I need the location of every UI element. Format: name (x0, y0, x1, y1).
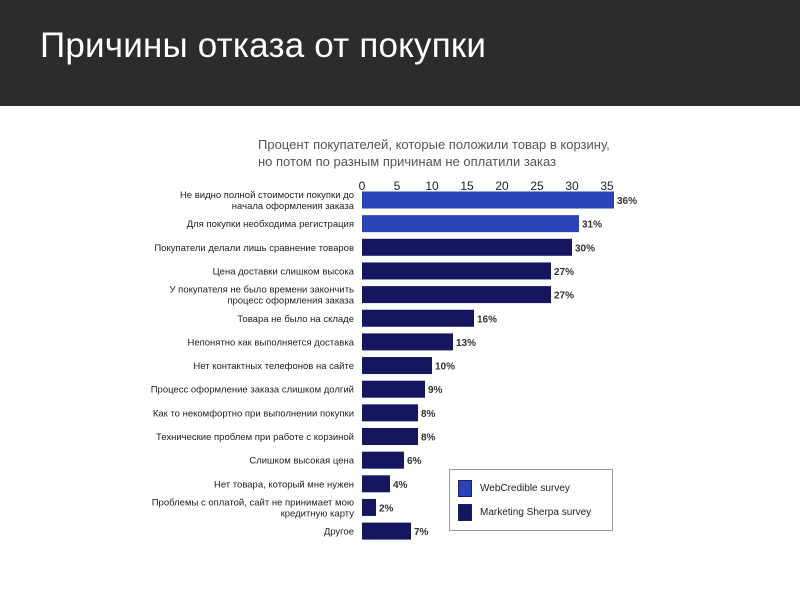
bar-value-label: 13% (456, 338, 476, 349)
category-label: Как то некомфортно при выполнении покупк… (153, 408, 354, 419)
legend-label-webcredible: WebCredible survey (480, 483, 570, 494)
category-label: Слишком высокая цена (249, 456, 354, 467)
bar (362, 404, 418, 422)
bar-value-label: 8% (421, 433, 436, 444)
category-label: кредитную карту (281, 508, 355, 519)
category-label: Другое (324, 527, 354, 538)
x-tick-label: 25 (530, 179, 544, 193)
x-tick-label: 35 (600, 179, 614, 193)
x-tick-label: 20 (495, 179, 509, 193)
bar (362, 498, 376, 516)
bar-value-label: 7% (414, 527, 429, 538)
x-tick-label: 0 (359, 179, 366, 193)
category-label: У покупателя не было времени закончить (170, 285, 355, 296)
bar-value-label: 6% (407, 456, 422, 467)
x-tick-label: 15 (460, 179, 474, 193)
bar-value-label: 10% (435, 362, 455, 373)
x-tick-label: 30 (565, 179, 579, 193)
bar (362, 475, 390, 493)
category-label: Нет контактных телефонов на сайте (193, 361, 354, 372)
category-label: Товара не было на складе (237, 314, 354, 325)
slide-title: Причины отказа от покупки (40, 26, 487, 65)
bar-value-label: 8% (421, 409, 436, 420)
bar (362, 451, 404, 469)
bar-value-label: 16% (477, 314, 497, 325)
bar-value-label: 27% (554, 267, 574, 278)
category-label: Покупатели делали лишь сравнение товаров (154, 243, 354, 254)
bar-value-label: 36% (617, 196, 637, 207)
x-tick-label: 5 (394, 179, 401, 193)
category-label: Не видно полной стоимости покупки до (180, 190, 354, 201)
bar (362, 522, 411, 540)
bar-value-label: 27% (554, 291, 574, 302)
legend-swatch-webcredible (458, 480, 472, 497)
category-label: Для покупки необходима регистрация (187, 219, 354, 230)
chart-legend: WebCredible survey Marketing Sherpa surv… (449, 469, 613, 531)
bar (362, 191, 614, 209)
legend-swatch-marketing-sherpa (458, 504, 472, 521)
x-tick-label: 10 (425, 179, 439, 193)
legend-item-webcredible: WebCredible survey (458, 480, 570, 497)
chart-title: Процент покупателей, которые положили то… (258, 136, 610, 170)
category-label: начала оформления заказа (232, 201, 355, 212)
bar (362, 428, 418, 445)
bar-value-label: 30% (575, 243, 595, 254)
bar-value-label: 4% (393, 480, 408, 491)
chart-title-line-1: Процент покупателей, которые положили то… (258, 137, 610, 152)
bar (362, 309, 474, 327)
bar (362, 238, 572, 256)
category-label: Процесс оформление заказа слишком долгий (151, 385, 354, 396)
category-label: Технические проблем при работе с корзино… (156, 432, 354, 443)
legend-label-marketing-sherpa: Marketing Sherpa survey (480, 507, 592, 518)
category-label: Непонятно как выполняется доставка (187, 337, 354, 348)
bar-value-label: 2% (379, 503, 394, 514)
bar (362, 333, 453, 351)
category-label: Проблемы с оплатой, сайт не принимает мо… (152, 497, 354, 508)
bar (362, 262, 551, 280)
category-label: Нет товара, который мне нужен (214, 479, 354, 490)
bar-value-label: 31% (582, 220, 602, 231)
bar (362, 380, 425, 398)
category-label: процесс оформления заказа (227, 296, 354, 307)
bar (362, 357, 432, 375)
bar (362, 215, 579, 233)
category-label: Цена доставки слишком высока (213, 266, 355, 277)
bar (362, 286, 551, 304)
chart-title-line-2: но потом по разным причинам не оплатили … (258, 154, 557, 169)
title-bar: Причины отказа от покупки (0, 0, 800, 106)
bar-value-label: 9% (428, 385, 443, 396)
legend-item-marketing-sherpa: Marketing Sherpa survey (458, 504, 591, 521)
